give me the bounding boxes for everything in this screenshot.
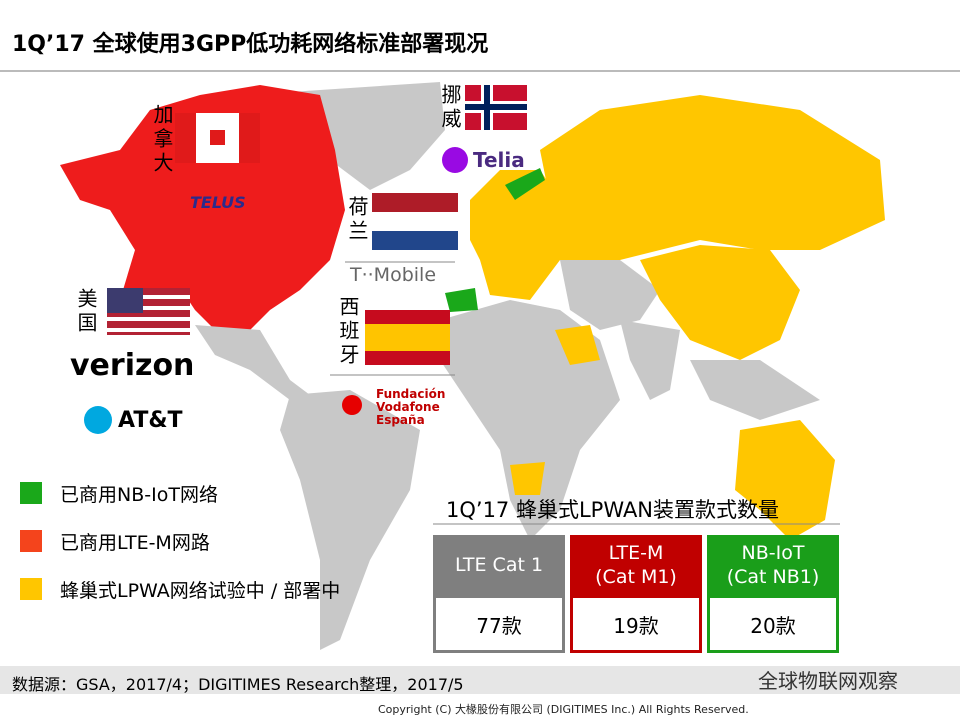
country-label: 加拿大 <box>150 104 174 176</box>
middle-asia <box>560 260 660 330</box>
flag-part <box>372 231 458 250</box>
spain <box>445 288 478 312</box>
country-label: 挪威 <box>438 84 462 132</box>
att-logo <box>84 406 112 434</box>
column-header: LTE-M (Cat M1) <box>570 535 702 595</box>
title-rule <box>0 70 960 72</box>
flag-part <box>107 306 190 310</box>
nordic <box>505 168 545 200</box>
north-america <box>60 85 345 330</box>
operator-name: AT&T <box>118 408 183 433</box>
legend-label: 已商用LTE-M网路 <box>60 532 210 554</box>
legend-swatch <box>20 578 42 600</box>
column-count: 77款 <box>433 595 565 653</box>
watermark: 全球物联网观察 <box>758 669 898 693</box>
china <box>640 245 800 360</box>
vodafone-logo <box>342 395 362 415</box>
flag-part <box>175 113 196 163</box>
country-label: 荷兰 <box>345 196 369 244</box>
south-africa <box>510 462 545 495</box>
southeast-asia <box>690 360 820 420</box>
flag-part <box>107 317 190 321</box>
flag-part <box>107 295 190 299</box>
operator-name: T··Mobile <box>350 264 437 286</box>
saudi <box>555 325 600 365</box>
operator-name: Telia <box>473 148 525 172</box>
central-america <box>195 325 310 400</box>
country-label: 西班牙 <box>336 296 360 368</box>
australia <box>735 420 835 540</box>
flag-part <box>239 113 260 163</box>
flag-netherlands <box>372 193 458 212</box>
india <box>620 320 680 400</box>
source-band <box>0 666 960 694</box>
telia-logo <box>442 147 468 173</box>
legend-label: 已商用NB-IoT网络 <box>60 484 218 506</box>
table-title: 1Q’17 蜂巢式LPWAN装置款式数量 <box>446 498 780 522</box>
flag-part <box>210 130 225 145</box>
operator-name: TELUS <box>190 193 246 212</box>
flag-part <box>107 288 143 313</box>
flag-part <box>465 104 527 110</box>
flag-part <box>372 212 458 231</box>
copyright: Copyright (C) 大椽股份有限公司 (DIGITIMES Inc.) … <box>378 703 749 716</box>
russia <box>540 95 885 260</box>
greenland <box>290 82 445 190</box>
europe <box>470 170 560 300</box>
column-header: LTE Cat 1 <box>433 535 565 595</box>
country-label: 美国 <box>74 288 98 336</box>
column-count: 19款 <box>570 595 702 653</box>
flag-part <box>107 328 190 332</box>
legend-swatch <box>20 482 42 504</box>
column-count: 20款 <box>707 595 839 653</box>
legend-label: 蜂巢式LPWA网络试验中 / 部署中 <box>60 580 341 602</box>
south-america <box>280 390 420 650</box>
operator-name: verizon <box>70 348 195 383</box>
source: 数据源：GSA，2017/4；DIGITIMES Research整理，2017… <box>12 675 464 694</box>
column-header: NB-IoT (Cat NB1) <box>707 535 839 595</box>
operator-name: Fundación Vodafone España <box>376 387 446 427</box>
legend-swatch <box>20 530 42 552</box>
title: 1Q’17 全球使用3GPP低功耗网络标准部署现况 <box>12 32 489 57</box>
flag-part <box>365 324 450 351</box>
